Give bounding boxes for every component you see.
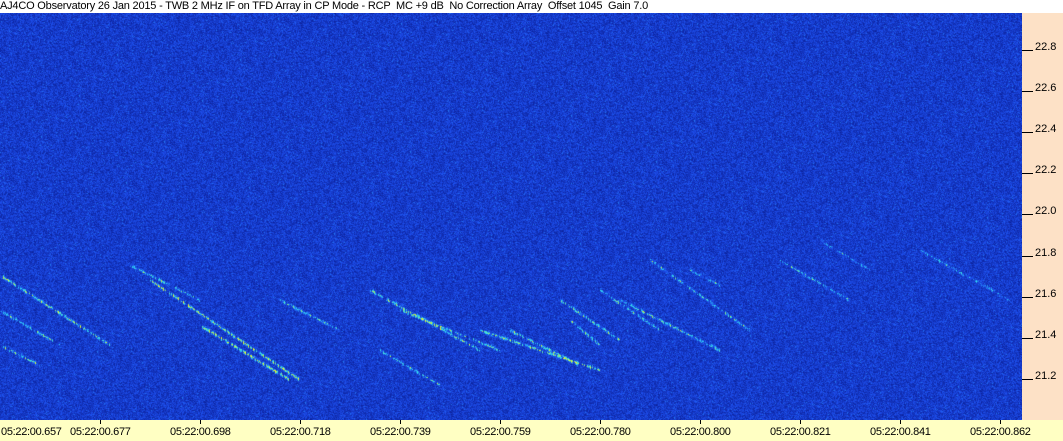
y-tick	[1022, 91, 1033, 93]
x-tick-label: 05:22:00.780	[570, 426, 631, 438]
x-tick-label: 05:22:00.718	[270, 426, 331, 438]
y-tick	[1022, 50, 1033, 51]
x-tick-label: 05:22:00.739	[370, 426, 431, 438]
y-tick-label: 22.0	[1035, 205, 1057, 218]
x-tick-label: 05:22:00.759	[470, 426, 531, 438]
x-tick-label: 05:22:00.841	[870, 426, 931, 438]
x-tick	[100, 420, 101, 424]
y-tick	[1022, 214, 1033, 216]
x-tick	[600, 420, 601, 424]
x-tick	[200, 420, 201, 424]
y-tick	[1022, 255, 1033, 257]
x-tick-label: 05:22:00.821	[770, 426, 831, 438]
y-tick	[1022, 296, 1033, 298]
x-tick	[900, 420, 901, 424]
x-tick-label: 05:22:00.862	[970, 426, 1031, 438]
y-tick-label: 22.8	[1035, 41, 1057, 53]
y-tick-label: 22.2	[1035, 164, 1057, 177]
y-tick	[1022, 132, 1033, 134]
spectrogram	[0, 13, 1022, 420]
y-axis: 22.8 22.6 22.4 22.2 22.0 21.8 21.6 21.4 21.2	[1022, 13, 1063, 420]
y-tick	[1022, 378, 1033, 380]
x-tick	[700, 420, 701, 424]
x-tick	[500, 420, 501, 424]
y-tick	[1022, 337, 1033, 339]
y-tick-label: 22.4	[1035, 123, 1057, 136]
x-tick-label: 05:22:00.698	[170, 426, 231, 438]
x-tick-label: 05:22:00.677	[70, 426, 131, 438]
y-tick-label: 21.4	[1035, 328, 1057, 341]
x-tick	[800, 420, 801, 424]
x-tick-label: 05:22:00.800	[670, 426, 731, 438]
x-tick	[400, 420, 401, 424]
x-tick-label: 05:22:00.657	[1, 426, 62, 438]
x-tick	[300, 420, 301, 424]
x-axis: 05:22:00.657 05:22:00.677 05:22:00.698 05:2…	[0, 420, 1063, 441]
x-tick	[1000, 420, 1001, 424]
y-tick-label: 21.6	[1035, 287, 1057, 300]
chart-title: AJ4CO Observatory 26 Jan 2015 - TWB 2 MH…	[0, 0, 1063, 13]
y-tick	[1022, 173, 1033, 175]
y-tick-label: 21.8	[1035, 246, 1057, 259]
y-tick-label: 21.2	[1035, 369, 1057, 382]
y-tick-label: 22.6	[1035, 82, 1057, 95]
